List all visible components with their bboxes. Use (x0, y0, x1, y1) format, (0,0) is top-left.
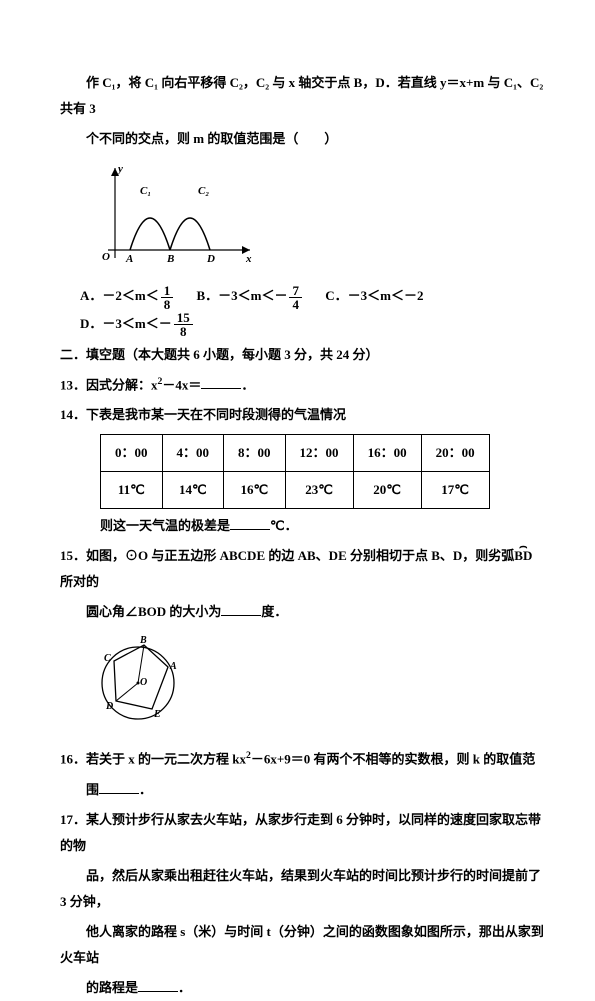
cell-temp-1: 14℃ (162, 472, 224, 509)
q12-opt-C[interactable]: C．－3＜m＜－2 (325, 283, 423, 309)
q14-tail-pre: 则这一天气温的极差是 (100, 518, 230, 533)
cell-temp-5: 17℃ (421, 472, 489, 509)
q17-line1: 17．某人预计步行从家去火车站，从家步行走到 6 分钟时，以同样的速度回家取忘带… (60, 807, 545, 859)
svg-text:C: C (104, 653, 111, 664)
q12-opt-D[interactable]: D．－3＜m＜－158 (80, 311, 195, 339)
q15-line2: 圆心角∠BOD 的大小为 度． (60, 599, 545, 625)
opt-A-pre: A．－2＜m＜ (80, 288, 159, 303)
cell-time-1: 4：00 (162, 435, 224, 472)
q14-tail-post: ℃． (270, 518, 298, 533)
table-row: 0：00 4：00 8：00 12：00 16：00 20：00 (101, 435, 490, 472)
q16-line2-pre: 围 (86, 782, 99, 797)
cell-temp-4: 20℃ (353, 472, 421, 509)
q12-graph: O y x A B D C₁ C₂ (90, 158, 545, 277)
label-C1: C₁ (140, 185, 151, 197)
cell-temp-3: 23℃ (285, 472, 353, 509)
label-A: A (125, 253, 133, 265)
label-D: D (206, 253, 215, 265)
q14-head: 14．下表是我市某一天在不同时段测得的气温情况 (60, 402, 545, 428)
section2-heading: 二．填空题（本大题共 6 小题，每小题 3 分，共 24 分） (60, 342, 545, 368)
q17-line2: 品，然后从家乘出租赶往火车站，结果到火车站的时间比预计步行的时间提前了 3 分钟… (60, 863, 545, 915)
table-row: 11℃ 14℃ 16℃ 23℃ 20℃ 17℃ (101, 472, 490, 509)
q13-blank[interactable] (201, 376, 241, 389)
q14-tail: 则这一天气温的极差是 ℃． (60, 513, 545, 539)
arc-BD: BD (514, 543, 532, 569)
q14-table: 0：00 4：00 8：00 12：00 16：00 20：00 11℃ 14℃… (100, 434, 490, 509)
q16-blank[interactable] (99, 781, 139, 794)
q13-post: ． (241, 377, 254, 392)
svg-text:O: O (140, 677, 147, 688)
q13: 13．因式分解：x2－4x＝． (60, 372, 545, 398)
label-C2: C₂ (198, 185, 209, 197)
q12-line2: 个不同的交点，则 m 的取值范围是（ ） (60, 126, 545, 152)
cell-temp-2: 16℃ (224, 472, 286, 509)
q17-line4: 的路程是 ． (60, 975, 545, 1001)
label-y: y (116, 163, 123, 175)
cell-temp-0: 11℃ (101, 472, 163, 509)
q16-mid: －6x+9＝0 有两个不相等的实数根，则 k 的取值范 (251, 752, 535, 767)
q12-opt-A[interactable]: A．－2＜m＜18 (80, 283, 175, 311)
q15-line2-pre: 圆心角∠BOD 的大小为 (86, 604, 221, 619)
q17-blank[interactable] (138, 979, 178, 992)
cell-time-0: 0：00 (101, 435, 163, 472)
q17-line3: 他人离家的路程 s（米）与时间 t（分钟）之间的函数图象如图所示，那出从家到火车… (60, 919, 545, 971)
cell-time-2: 8：00 (224, 435, 286, 472)
opt-B-frac: 74 (289, 284, 302, 311)
q12-opt-B[interactable]: B．－3＜m＜－74 (196, 283, 304, 311)
q15-line1: 15．如图，⊙O 与正五边形 ABCDE 的边 AB、DE 分别相切于点 B、D… (60, 543, 545, 595)
opt-D-pre: D．－3＜m＜－ (80, 316, 172, 331)
svg-text:E: E (153, 709, 161, 720)
q15-line2-post: 度． (261, 604, 287, 619)
q16-line2: 围． (60, 777, 545, 803)
cell-time-5: 20：00 (421, 435, 489, 472)
q16-pre: 16．若关于 x 的一元二次方程 kx (60, 752, 246, 767)
q15-diagram: A B C D E O (90, 631, 545, 740)
cell-time-4: 16：00 (353, 435, 421, 472)
label-B: B (166, 253, 174, 265)
q13-mid: －4x＝ (162, 377, 201, 392)
q12-line1: 作 C₁，将 C₁ 向右平移得 C₂，C₂ 与 x 轴交于点 B，D．若直线 y… (60, 70, 545, 122)
q12-options: A．－2＜m＜18 B．－3＜m＜－74 C．－3＜m＜－2 D．－3＜m＜－1… (60, 283, 545, 338)
q17-line4-pre: 的路程是 (86, 980, 138, 995)
q17-line4-post: ． (178, 980, 191, 995)
q15-blank[interactable] (221, 603, 261, 616)
svg-text:A: A (169, 661, 177, 672)
opt-D-frac: 158 (174, 311, 193, 338)
opt-B-pre: B．－3＜m＜－ (196, 288, 287, 303)
label-O: O (102, 251, 110, 263)
q14-blank[interactable] (230, 517, 270, 530)
q13-pre: 13．因式分解：x (60, 377, 158, 392)
label-x: x (245, 253, 252, 265)
q16-post: ． (139, 782, 152, 797)
cell-time-3: 12：00 (285, 435, 353, 472)
svg-text:B: B (139, 635, 147, 646)
svg-text:D: D (105, 701, 113, 712)
q16-line1: 16．若关于 x 的一元二次方程 kx2－6x+9＝0 有两个不相等的实数根，则… (60, 746, 545, 772)
opt-A-frac: 18 (161, 284, 174, 311)
